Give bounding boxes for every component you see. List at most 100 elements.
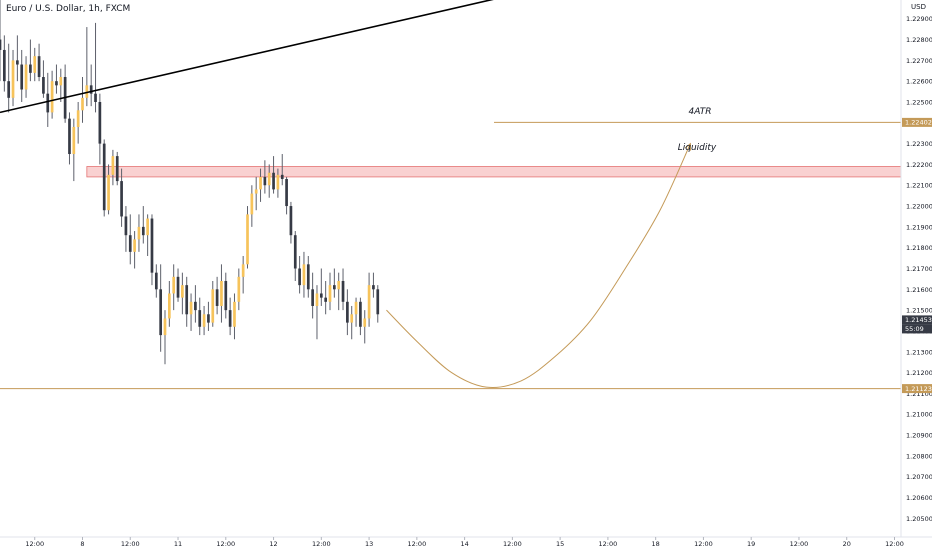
- symbol-title: Euro / U.S. Dollar, 1h, FXCM: [4, 4, 133, 14]
- candle-body: [85, 85, 89, 98]
- candle-body: [94, 93, 97, 102]
- candle-body: [2, 49, 6, 82]
- price-tick-label: 1.20700: [906, 473, 932, 481]
- candle-body: [128, 235, 132, 252]
- candle-body: [263, 176, 267, 186]
- candle-body: [198, 310, 202, 327]
- candle-body: [154, 272, 158, 290]
- candle-body: [189, 301, 193, 315]
- time-tick-label: 12:00: [503, 540, 522, 548]
- candle-body: [246, 214, 249, 265]
- candle-body: [259, 176, 262, 190]
- candle-body: [111, 156, 115, 175]
- drawings-layer: [0, 0, 692, 388]
- candle-body: [211, 289, 215, 323]
- candle-body: [285, 179, 288, 207]
- candle-body: [306, 264, 310, 290]
- time-tick-label: 20: [843, 540, 851, 548]
- bar-countdown-badge-bg: [902, 324, 932, 334]
- candle-body: [202, 314, 206, 327]
- price-tick-label: 1.21500: [906, 307, 932, 315]
- price-tick-label: 1.21100: [906, 390, 932, 398]
- time-tick-label: 18: [652, 540, 660, 548]
- candle-body: [354, 301, 358, 315]
- candle-body: [276, 174, 280, 190]
- candle-body: [68, 118, 71, 155]
- level-label-4atr: 4ATR: [689, 107, 712, 117]
- candle-body: [59, 77, 63, 86]
- projection-curve: [386, 143, 691, 388]
- price-tick-label: 1.22300: [906, 140, 932, 148]
- candle-body: [167, 293, 171, 319]
- candle-body: [33, 56, 37, 73]
- time-tick-label: 15: [556, 540, 564, 548]
- candle-body: [359, 301, 362, 327]
- price-tick-label: 1.20900: [906, 432, 932, 440]
- candle-body: [81, 97, 84, 111]
- candle-body: [298, 268, 301, 286]
- candle-body: [363, 318, 367, 327]
- level-badge-1.21123-text: 1.21123: [905, 385, 932, 393]
- candle-body: [98, 101, 102, 144]
- candle-body: [102, 143, 106, 211]
- price-tick-label: 1.20800: [906, 452, 932, 460]
- trendline: [0, 0, 494, 114]
- candle-body: [120, 181, 123, 217]
- time-tick-label: 12:00: [121, 540, 140, 548]
- candle-body: [319, 293, 323, 298]
- time-axis[interactable]: 12:00 8 12:00 11 12:00 12 12:00 13 12:00 14 12:00 1…: [25, 537, 904, 548]
- candle-body: [346, 301, 349, 323]
- price-tick-label: 1.20600: [906, 494, 932, 502]
- projection-arrowhead: [684, 142, 692, 151]
- price-tick-label: 1.21600: [906, 286, 932, 294]
- current-price-badge-bg: [902, 315, 932, 325]
- price-tick-label: 1.22500: [906, 98, 932, 106]
- price-tick-label: 1.22100: [906, 182, 932, 190]
- bar-countdown-badge-text: 55:09: [905, 325, 924, 333]
- candle-body: [185, 285, 189, 315]
- price-tick-label: 1.22700: [906, 57, 932, 65]
- liquidity-zone-rect: [86, 166, 902, 178]
- price-tick-label: 1.21000: [906, 411, 932, 419]
- price-tick-label: 1.21900: [906, 223, 932, 231]
- current-price-badge-text: 1.21453: [905, 316, 932, 324]
- price-tick-label: 1.22200: [906, 161, 932, 169]
- liquidity-label: Liquidity: [678, 143, 717, 153]
- candle-body: [55, 81, 58, 86]
- price-tick-label: 1.21200: [906, 369, 932, 377]
- candle-body: [328, 285, 332, 302]
- candle-body: [107, 174, 110, 211]
- candle-body: [24, 64, 28, 90]
- time-tick-label: 12: [269, 540, 277, 548]
- candle-body: [254, 189, 258, 194]
- candle-body: [124, 216, 128, 236]
- horizontal-levels-layer: [0, 121, 901, 390]
- candle-body: [46, 93, 50, 113]
- candle-body: [194, 301, 197, 311]
- currency-label: USD: [911, 3, 926, 11]
- candle-body: [115, 156, 119, 182]
- candle-body: [367, 285, 371, 319]
- candle-body: [267, 172, 271, 186]
- candle-body: [72, 126, 76, 155]
- candle-body: [280, 174, 284, 179]
- candle-body: [181, 285, 184, 298]
- price-tick-label: 1.20500: [906, 515, 932, 523]
- candle-body: [241, 264, 245, 277]
- time-tick-label: 11: [174, 540, 182, 548]
- candle-body: [233, 301, 236, 327]
- price-tick-label: 1.22600: [906, 78, 932, 86]
- candle-body: [137, 226, 141, 240]
- price-tick-label: 1.21700: [906, 265, 932, 273]
- candle-body: [37, 56, 41, 78]
- candle-body: [150, 218, 154, 273]
- candle-body: [293, 235, 297, 269]
- time-tick-label: 8: [80, 540, 84, 548]
- candle-body: [50, 81, 54, 113]
- candle-body: [337, 280, 341, 290]
- time-tick-label: 12:00: [790, 540, 809, 548]
